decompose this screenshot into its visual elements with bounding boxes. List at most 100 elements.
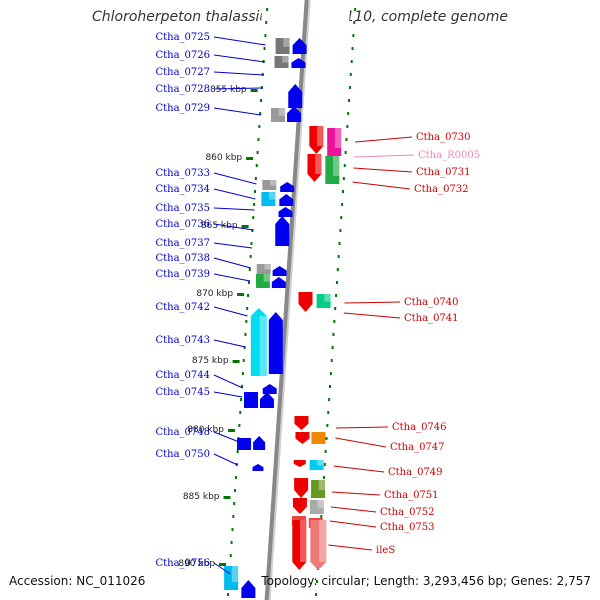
gene-glyph	[271, 277, 286, 288]
gene-name: Ctha_0749	[388, 467, 443, 478]
right-gene-label: Ctha_0740	[344, 297, 459, 308]
gene-name: Ctha_0742	[155, 302, 210, 313]
right-gene-label: Ctha_0746	[336, 422, 447, 433]
left-gene-label: Ctha_0738	[155, 253, 251, 269]
gene-glyph	[292, 38, 307, 54]
gene-glyph	[287, 106, 302, 122]
right-gene-label: Ctha_0752	[330, 506, 435, 518]
gene-name: Ctha_0727	[155, 67, 210, 78]
gene-glyph	[288, 84, 303, 108]
gene-glyph	[250, 308, 267, 376]
tick-label: 885 kbp	[183, 492, 220, 502]
tick-mark	[246, 157, 254, 160]
gene-name: Ctha_0752	[380, 507, 435, 518]
gene-name: Ctha_0741	[404, 313, 459, 324]
right-gene-label: Ctha_0730	[355, 132, 471, 143]
gene-name: Ctha_0729	[155, 103, 210, 114]
tick-label: 855 kbp	[210, 85, 247, 95]
gene-name: Ctha_0740	[404, 297, 459, 308]
gene-glyph	[295, 432, 310, 444]
gene-glyph	[272, 266, 287, 276]
gene-glyph	[252, 464, 264, 471]
gene-name: Ctha_0734	[155, 184, 210, 195]
gene-glyph	[311, 432, 326, 444]
tick-label: 870 kbp	[196, 289, 233, 299]
gene-glyph	[275, 216, 290, 246]
left-gene-label: Ctha_0733	[155, 168, 257, 185]
gene-name: Ctha_0753	[380, 522, 435, 533]
tick-label: 890 kbp	[178, 559, 215, 569]
gene-name: Ctha_0750	[155, 449, 210, 460]
gene-glyph	[316, 294, 331, 308]
gene-glyph	[262, 384, 277, 394]
gene-glyph	[294, 416, 309, 430]
gene-glyph	[309, 500, 324, 514]
right-gene-label: Ctha_0747	[335, 437, 445, 453]
left-gene-label: Ctha_0726	[155, 50, 265, 63]
gene-glyph	[279, 194, 294, 206]
gene-glyph	[262, 180, 277, 190]
left-gene-label: Ctha_0727	[155, 67, 264, 78]
gene-name: Ctha_0743	[155, 335, 210, 346]
tick-mark	[227, 429, 235, 432]
gene-glyph	[292, 520, 307, 570]
gene-glyph	[255, 274, 270, 288]
left-gene-label: Ctha_0756	[155, 558, 231, 575]
right-gene-label: Ctha_0749	[333, 465, 443, 478]
gene-glyph	[311, 480, 326, 498]
right-gene-label: Ctha_0732	[352, 181, 469, 195]
gene-glyph	[261, 192, 276, 206]
left-gene-label: Ctha_0744	[155, 370, 243, 389]
gene-glyph	[298, 292, 313, 312]
gene-glyph	[278, 207, 293, 217]
gene-name: Ctha_0751	[384, 490, 439, 501]
right-gene-label: Ctha_0731	[353, 167, 471, 178]
tick-mark	[237, 293, 245, 296]
gene-name: Ctha_0731	[416, 167, 471, 178]
right-gene-label: Ctha_R0005	[354, 150, 480, 161]
left-gene-label: Ctha_0748	[155, 427, 240, 443]
gene-glyph	[307, 154, 322, 182]
tick-mark	[250, 89, 258, 92]
gene-glyph	[243, 392, 258, 408]
gene-glyph	[241, 580, 256, 598]
left-gene-label: Ctha_0725	[155, 32, 266, 46]
gene-glyph	[309, 126, 324, 154]
gene-name: Ctha_0735	[155, 203, 210, 214]
right-gene-label: Ctha_0741	[343, 312, 459, 324]
gene-glyph	[253, 436, 266, 450]
gene-glyph	[292, 498, 307, 514]
left-gene-label: Ctha_0734	[155, 184, 256, 200]
left-gene-label: Ctha_0743	[155, 335, 246, 348]
gene-name: Ctha_0725	[155, 32, 210, 43]
left-gene-label: Ctha_0739	[155, 269, 251, 282]
left-gene-label: Ctha_0728	[155, 84, 263, 95]
tick-mark	[241, 225, 249, 228]
gene-name: Ctha_0728	[155, 84, 210, 95]
gene-name: Ctha_0747	[390, 442, 445, 453]
gene-name: Ctha_0748	[155, 427, 210, 438]
gene-glyph	[275, 38, 290, 54]
gene-glyph	[270, 108, 285, 122]
tick-label: 865 kbp	[201, 221, 238, 231]
left-gene-label: Ctha_0742	[155, 302, 248, 317]
gene-name: Ctha_0736	[155, 219, 210, 230]
gene-glyph	[274, 56, 289, 68]
gene-name: Ctha_R0005	[418, 150, 480, 161]
left-gene-label: Ctha_0736	[155, 219, 254, 231]
left-gene-label: Ctha_0737	[155, 238, 253, 249]
gene-glyph	[237, 438, 252, 450]
left-gene-label: Ctha_0729	[155, 103, 262, 116]
gene-glyph	[259, 392, 274, 408]
gene-glyph	[256, 264, 271, 274]
tick-mark	[223, 496, 231, 499]
gene-glyph	[280, 182, 295, 192]
left-gene-label: Ctha_0745	[155, 387, 243, 398]
gene-glyph	[224, 566, 239, 590]
gene-name: Ctha_0756	[155, 558, 210, 569]
tick-label: 875 kbp	[192, 356, 229, 366]
topology-label: Topology: circular; Length: 3,293,456 bp…	[261, 574, 591, 588]
gene-name: Ctha_0737	[155, 238, 210, 249]
accession-label: Accession: NC_011026	[9, 574, 146, 588]
